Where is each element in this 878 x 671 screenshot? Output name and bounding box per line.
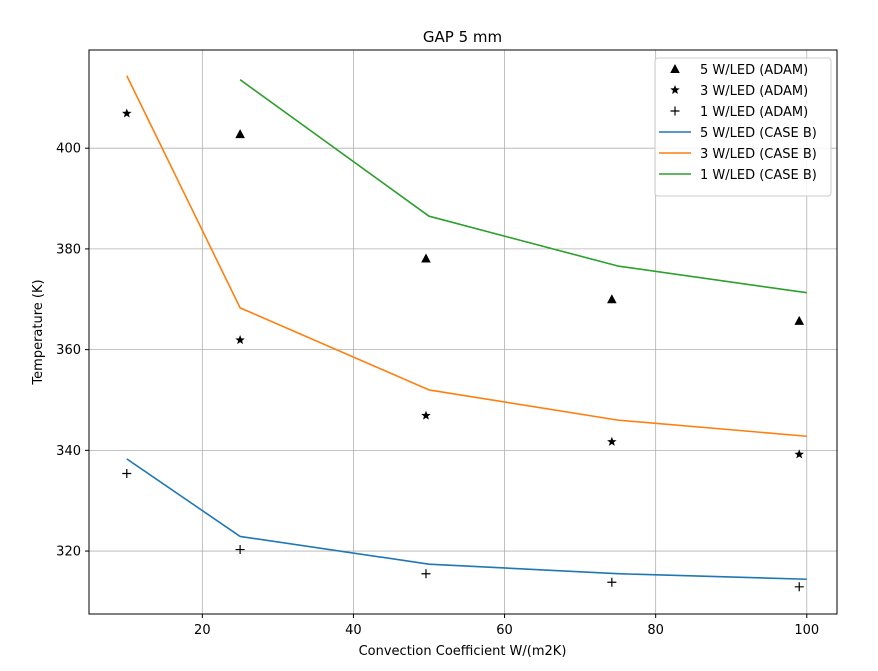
legend-label: 5 W/LED (CASE B) bbox=[700, 126, 817, 141]
axis-ticks: 20 40 60 80 100 320 340 360 380 400 bbox=[56, 142, 819, 638]
data-point bbox=[122, 469, 132, 479]
legend-label: 5 W/LED (ADAM) bbox=[700, 63, 808, 78]
y-tick-label: 360 bbox=[56, 343, 81, 358]
legend-label: 1 W/LED (CASE B) bbox=[700, 168, 817, 183]
series-0 bbox=[235, 129, 805, 325]
data-point bbox=[421, 410, 431, 420]
data-point bbox=[794, 582, 804, 592]
chart-title: GAP 5 mm bbox=[423, 28, 502, 46]
y-axis-label: Temperature (K) bbox=[31, 279, 46, 385]
y-tick-label: 400 bbox=[56, 142, 81, 157]
x-tick-label: 40 bbox=[345, 623, 362, 638]
series-5 bbox=[239, 79, 807, 294]
series-3 bbox=[126, 458, 807, 581]
legend-box bbox=[654, 57, 832, 197]
legend: 5 W/LED (ADAM) 3 W/LED (ADAM) 1 W/LED (ADA… bbox=[654, 57, 832, 197]
data-point bbox=[235, 335, 245, 345]
data-point bbox=[421, 253, 431, 263]
x-tick-label: 60 bbox=[496, 623, 513, 638]
x-tick-label: 20 bbox=[194, 623, 211, 638]
x-axis-label: Convection Coefficient W/(m2K) bbox=[359, 644, 567, 659]
data-point bbox=[122, 108, 132, 118]
y-tick-label: 320 bbox=[56, 545, 81, 560]
legend-label: 3 W/LED (CASE B) bbox=[700, 147, 817, 162]
plot-series bbox=[122, 75, 807, 592]
data-point bbox=[794, 315, 805, 325]
legend-marker bbox=[670, 85, 680, 95]
legend-label: 1 W/LED (ADAM) bbox=[700, 105, 808, 120]
data-point bbox=[607, 294, 617, 304]
plot-frame bbox=[88, 49, 838, 615]
series-2 bbox=[122, 469, 804, 592]
legend-marker bbox=[670, 64, 680, 73]
data-point bbox=[235, 545, 245, 555]
legend-marker bbox=[670, 106, 680, 116]
series-line bbox=[126, 458, 807, 581]
series-line bbox=[239, 79, 807, 294]
series-4 bbox=[126, 75, 807, 438]
x-tick-label: 100 bbox=[794, 623, 819, 638]
data-point bbox=[235, 129, 245, 139]
y-tick-label: 380 bbox=[56, 242, 81, 257]
data-point bbox=[794, 449, 804, 459]
x-tick-label: 80 bbox=[647, 623, 664, 638]
series-line bbox=[126, 75, 807, 438]
data-point bbox=[607, 577, 617, 587]
data-point bbox=[421, 569, 431, 579]
legend-label: 3 W/LED (ADAM) bbox=[700, 84, 808, 99]
y-tick-label: 340 bbox=[56, 444, 81, 459]
data-point bbox=[607, 436, 617, 446]
series-1 bbox=[122, 108, 804, 459]
